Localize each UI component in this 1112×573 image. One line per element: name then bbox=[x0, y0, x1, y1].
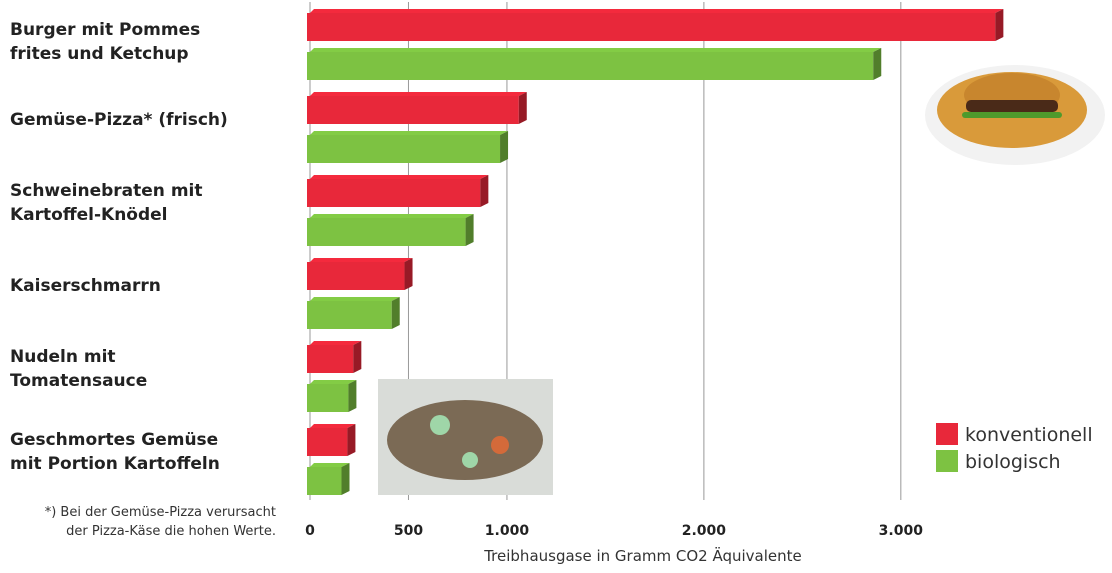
bar bbox=[307, 463, 350, 495]
x-tick-label: 0 bbox=[305, 523, 315, 539]
bar-side bbox=[404, 258, 413, 290]
x-tick-label: 500 bbox=[394, 523, 423, 539]
bar-side bbox=[341, 463, 350, 495]
bar bbox=[307, 380, 357, 412]
x-tick-label: 2.000 bbox=[682, 523, 727, 539]
bar-top bbox=[310, 131, 509, 135]
garnish bbox=[430, 415, 450, 435]
bar-side bbox=[995, 9, 1004, 41]
bar-face bbox=[307, 345, 354, 373]
bar bbox=[307, 424, 356, 456]
bar-side bbox=[348, 380, 357, 412]
bar-side bbox=[347, 424, 356, 456]
category-label: Gemüse-Pizza* (frisch) bbox=[10, 110, 228, 130]
legend-label: biologisch bbox=[965, 451, 1061, 473]
bar-side bbox=[391, 297, 400, 329]
lettuce bbox=[962, 112, 1062, 118]
bar-top bbox=[310, 424, 356, 428]
bar-face bbox=[307, 467, 342, 495]
garnish bbox=[462, 452, 478, 468]
bar-face bbox=[307, 179, 481, 207]
burger-photo bbox=[925, 65, 1105, 165]
category-label: Schweinebraten mit Kartoffel-Knödel bbox=[10, 181, 203, 225]
bar-face bbox=[307, 135, 501, 163]
bar-top bbox=[310, 380, 357, 384]
bar-side bbox=[873, 48, 882, 80]
bar-face bbox=[307, 384, 349, 412]
category-label: Nudeln mit Tomatensauce bbox=[10, 347, 148, 391]
bar bbox=[307, 258, 413, 290]
bar-face bbox=[307, 96, 519, 124]
bar bbox=[307, 175, 489, 207]
bar-top bbox=[310, 92, 527, 96]
footnote: *) Bei der Gemüse-Pizza verursacht der P… bbox=[44, 505, 276, 539]
bar bbox=[307, 214, 474, 246]
bar-face bbox=[307, 218, 466, 246]
bar-side bbox=[480, 175, 489, 207]
bar-side bbox=[500, 131, 509, 163]
bar-top bbox=[310, 214, 474, 218]
garnish bbox=[491, 436, 509, 454]
x-tick-label: 3.000 bbox=[879, 523, 924, 539]
bar-face bbox=[307, 301, 392, 329]
bar bbox=[307, 92, 527, 124]
bar-face bbox=[307, 428, 348, 456]
bar-top bbox=[310, 258, 413, 262]
patty bbox=[966, 100, 1058, 112]
x-axis-label: Treibhausgase in Gramm CO2 Äquivalente bbox=[483, 546, 802, 565]
bar bbox=[307, 9, 1004, 41]
category-label: Kaiserschmarrn bbox=[10, 276, 161, 296]
bar-top bbox=[310, 463, 350, 467]
bar-top bbox=[310, 9, 1004, 13]
x-tick-label: 1.000 bbox=[485, 523, 530, 539]
bar-side bbox=[353, 341, 362, 373]
category-label: Geschmortes Gemüse mit Portion Kartoffel… bbox=[10, 430, 220, 474]
bar bbox=[307, 297, 400, 329]
bar bbox=[307, 131, 509, 163]
bar-top bbox=[310, 48, 882, 52]
legend-swatch bbox=[936, 450, 958, 472]
bar-top bbox=[310, 297, 400, 301]
bar-face bbox=[307, 262, 405, 290]
salad-photo bbox=[378, 379, 553, 495]
legend-swatch bbox=[936, 423, 958, 445]
bar-face bbox=[307, 52, 874, 80]
bar-face bbox=[307, 13, 996, 41]
bar-side bbox=[465, 214, 474, 246]
bar-side bbox=[518, 92, 527, 124]
bar-top bbox=[310, 175, 489, 179]
bar-top bbox=[310, 341, 362, 345]
category-label: Burger mit Pommes frites und Ketchup bbox=[10, 20, 201, 64]
salad bbox=[387, 400, 543, 480]
legend-label: konventionell bbox=[965, 424, 1093, 446]
bar bbox=[307, 341, 362, 373]
bar bbox=[307, 48, 882, 80]
